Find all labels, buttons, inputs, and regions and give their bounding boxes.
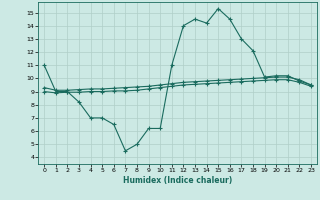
X-axis label: Humidex (Indice chaleur): Humidex (Indice chaleur) (123, 176, 232, 185)
